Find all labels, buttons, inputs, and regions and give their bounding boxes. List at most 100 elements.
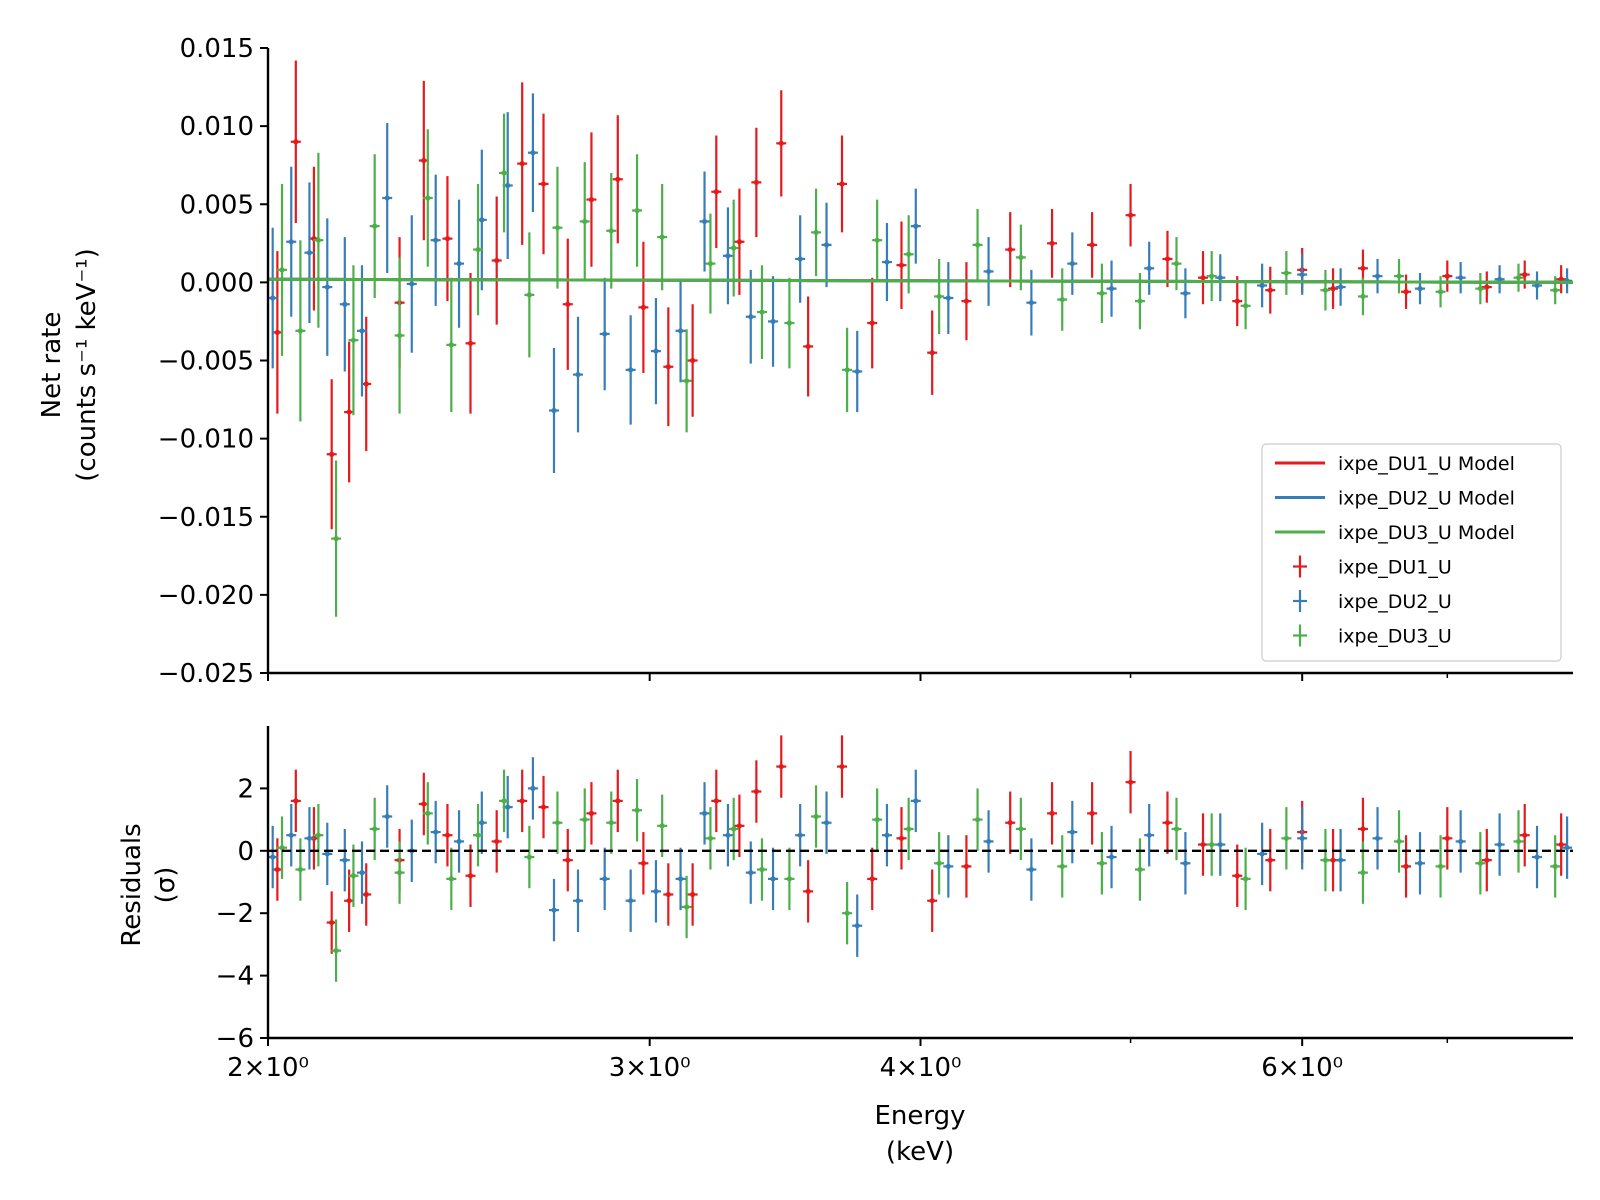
residuals-data-point: [983, 810, 994, 873]
residuals-marker: [1173, 826, 1180, 832]
net-rate-marker: [288, 239, 294, 245]
residuals-data-point: [1134, 838, 1145, 901]
residuals-data-point: [961, 835, 972, 898]
net-rate-marker: [526, 292, 532, 298]
net-rate-data-point: [1297, 254, 1308, 295]
net-rate-y-tick-label: 0.015: [180, 34, 254, 64]
residuals-data-point: [1005, 791, 1016, 854]
net-rate-data-point: [625, 315, 636, 425]
residuals-data-point: [473, 804, 484, 867]
net-rate-marker: [530, 150, 536, 156]
residuals-data-point: [339, 828, 350, 892]
residuals-marker: [677, 876, 684, 882]
net-rate-data-point: [1240, 282, 1251, 330]
net-rate-marker: [1437, 289, 1444, 295]
net-rate-marker: [913, 223, 919, 229]
net-rate-data-point: [1180, 268, 1191, 319]
net-rate-marker: [1552, 287, 1558, 293]
residuals-data-point: [1320, 828, 1331, 892]
residuals-marker: [1146, 832, 1152, 838]
residuals-data-point: [491, 810, 502, 873]
residuals-data-point: [579, 788, 590, 851]
net-rate-data-point: [538, 113, 549, 255]
net-rate-marker: [1089, 242, 1095, 248]
net-rate-data-point: [579, 162, 590, 281]
residuals-marker: [1477, 860, 1483, 866]
residuals-y-ticks: −6 −4 −2 0 2: [216, 774, 268, 1054]
residuals-data-point: [934, 832, 945, 895]
residuals-series-ixpe-du1-u: [272, 735, 1567, 954]
net-rate-marker: [963, 298, 970, 304]
net-rate-data-point: [681, 329, 692, 433]
net-rate-marker: [1243, 303, 1249, 309]
residuals-data-point: [499, 769, 510, 833]
net-rate-marker: [1417, 286, 1423, 292]
residuals-data-point: [1198, 813, 1209, 876]
residuals-marker: [884, 832, 890, 838]
net-rate-marker: [823, 242, 830, 248]
net-rate-marker: [433, 237, 439, 243]
residuals-marker: [963, 863, 970, 870]
net-rate-marker: [1360, 293, 1366, 300]
residuals-marker: [582, 817, 588, 823]
net-rate-data-point: [1215, 254, 1226, 302]
residuals-x-tick-label: 6×10⁰: [1261, 1053, 1343, 1083]
net-rate-y-tick-label: −0.010: [158, 425, 254, 455]
residuals-data-point: [562, 828, 573, 892]
residuals-marker: [1089, 810, 1095, 816]
net-rate-marker: [753, 179, 759, 185]
net-rate-marker: [1484, 284, 1490, 290]
legend-entry-ixpe-du2-u-model: ixpe_DU2_U Model: [1275, 488, 1515, 510]
residuals-data-point: [446, 847, 457, 911]
residuals-marker: [823, 820, 830, 826]
legend: ixpe_DU1_U Model ixpe_DU2_U Model ixpe_DU3…: [1261, 443, 1562, 662]
net-rate-data-point: [331, 460, 342, 617]
net-rate-marker: [725, 253, 731, 259]
net-rate-marker: [324, 284, 330, 290]
residuals-data-point: [331, 919, 342, 982]
net-rate-marker: [736, 239, 743, 245]
legend-label: ixpe_DU3_U: [1338, 626, 1452, 648]
net-rate-marker: [1338, 284, 1344, 290]
residuals-marker: [759, 866, 765, 873]
residuals-data-point: [650, 860, 661, 923]
net-rate-data-point: [972, 208, 983, 281]
net-rate-marker: [1069, 261, 1075, 267]
net-rate-data-point: [1415, 273, 1426, 305]
net-rate-data-point: [663, 307, 674, 427]
residuals-marker: [1330, 857, 1336, 863]
residuals-marker: [444, 832, 451, 838]
residuals-data-point: [465, 844, 476, 907]
residuals-marker: [479, 820, 485, 826]
net-rate-data-point: [1198, 251, 1209, 305]
net-rate-data-point: [842, 327, 853, 413]
net-rate-data-point: [1372, 258, 1383, 294]
residuals-data-point: [538, 775, 549, 839]
net-rate-data-point: [1550, 276, 1561, 305]
residuals-marker: [1497, 841, 1503, 848]
legend-entry-ixpe-du1-u-model: ixpe_DU1_U Model: [1275, 453, 1515, 475]
residuals-data-point: [795, 804, 806, 867]
residuals-data-point: [1257, 822, 1268, 886]
residuals-marker: [346, 898, 352, 904]
residuals-data-point: [881, 804, 892, 867]
net-rate-marker: [1146, 265, 1152, 271]
residuals-marker: [1360, 870, 1366, 876]
net-rate-marker: [297, 328, 303, 334]
residuals-marker: [615, 798, 621, 804]
net-rate-data-point: [499, 113, 510, 233]
net-rate-data-point: [910, 188, 921, 264]
residuals-data-point: [1519, 804, 1530, 867]
residuals-data-point: [1494, 813, 1505, 876]
residuals-marker: [1018, 826, 1024, 832]
net-rate-data-point: [650, 298, 661, 405]
net-rate-marker: [306, 250, 313, 256]
residuals-data-point: [1455, 810, 1466, 873]
residuals-series-ixpe-du3-u: [277, 769, 1561, 982]
residuals-data-point: [699, 782, 710, 845]
residuals-data-point: [348, 844, 359, 907]
net-rate-data-point: [881, 223, 892, 302]
residuals-marker: [1283, 835, 1289, 841]
residuals-marker: [725, 832, 731, 838]
net-rate-marker: [329, 451, 335, 457]
